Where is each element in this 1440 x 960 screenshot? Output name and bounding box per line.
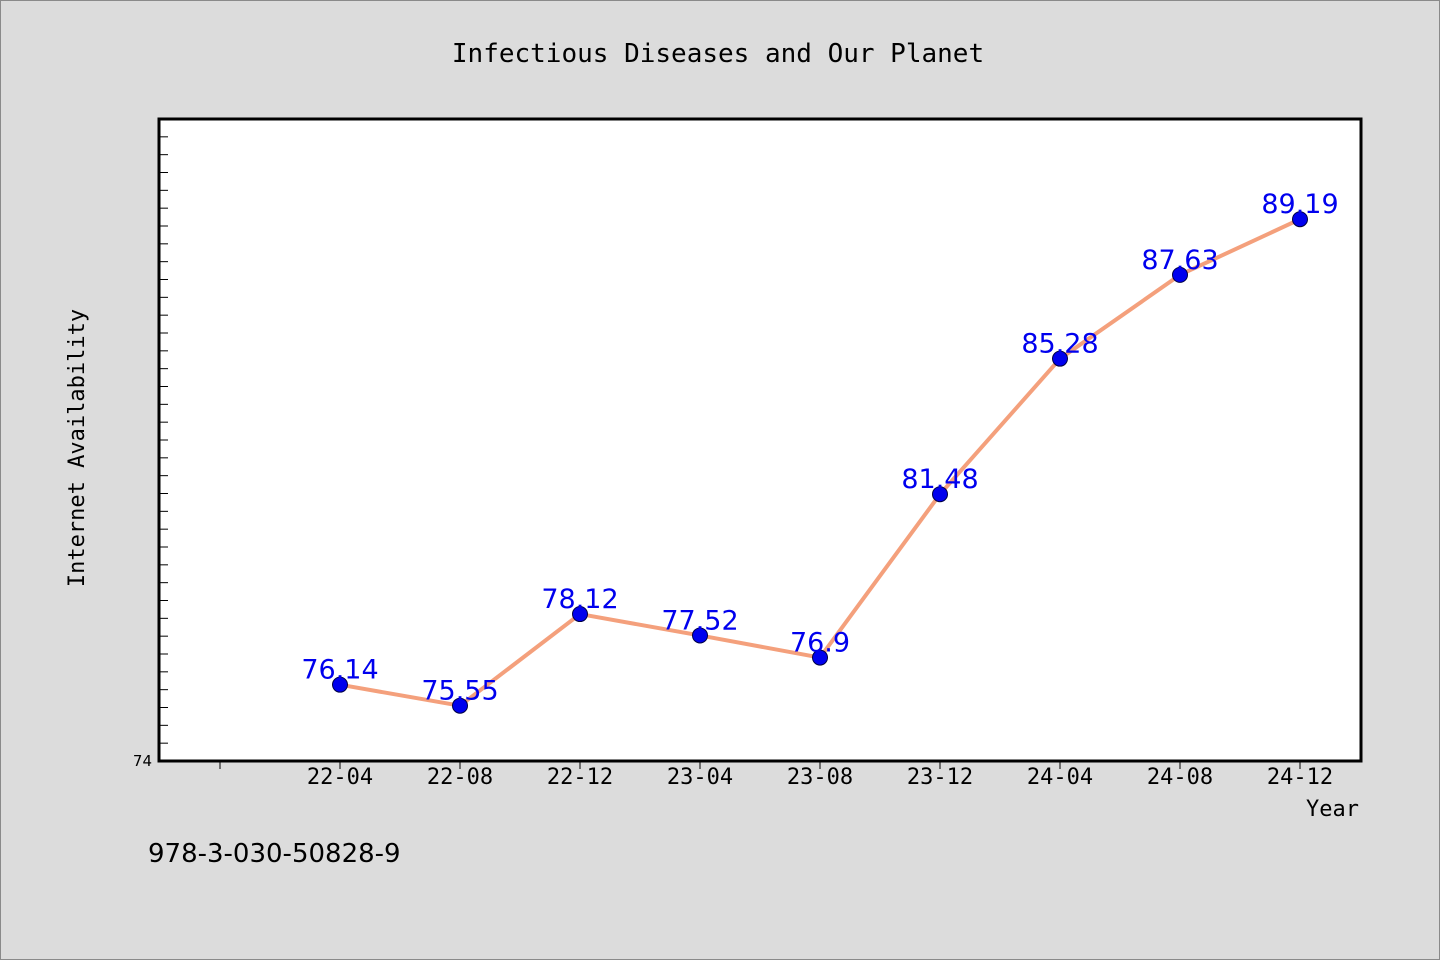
x-tick-label: 24-08	[1147, 765, 1213, 790]
chart-title: Infectious Diseases and Our Planet	[452, 39, 984, 69]
data-point	[812, 649, 828, 666]
data-label: 85.28	[1021, 329, 1098, 360]
x-tick-label: 24-12	[1267, 765, 1333, 790]
x-tick-label: 22-08	[427, 765, 493, 790]
data-point	[1292, 211, 1308, 228]
plot-area	[157, 117, 1363, 763]
y-tick-label: 74	[133, 752, 152, 770]
y-axis-ticks: 74	[133, 118, 168, 770]
data-point	[452, 697, 468, 714]
x-tick-label: 22-12	[547, 765, 613, 790]
x-axis-ticks: 22-04 22-08 22-12 23-04 23-08 23-12 24-04 24-08…	[219, 761, 1333, 790]
data-label: 87.63	[1141, 245, 1218, 276]
data-label: 75.55	[421, 676, 498, 707]
data-label: 77.52	[661, 605, 738, 636]
x-tick-label: 22-04	[307, 765, 373, 790]
data-label: 76.14	[301, 655, 378, 686]
data-label: 76.9	[790, 628, 850, 659]
x-tick-label: 24-04	[1027, 765, 1093, 790]
data-label: 78.12	[541, 584, 618, 615]
y-axis-label: Internet Availability	[65, 309, 90, 587]
data-point	[1172, 266, 1188, 283]
data-label: 89.19	[1261, 189, 1338, 220]
data-point	[572, 606, 588, 623]
data-label: 81.48	[901, 464, 978, 495]
data-point	[692, 627, 708, 644]
data-point	[332, 676, 348, 693]
data-point	[1052, 350, 1068, 367]
x-axis-label: Year	[1306, 797, 1359, 822]
x-tick-label: 23-04	[667, 765, 733, 790]
data-point	[932, 486, 948, 503]
series-layer: 76.14 75.55 78.12 77.52 76.9 81.48 85.28 87.63 8…	[301, 189, 1339, 714]
footer-isbn: 978-3-030-50828-9	[148, 839, 401, 869]
x-tick-label: 23-12	[907, 765, 973, 790]
x-tick-label: 23-08	[787, 765, 853, 790]
